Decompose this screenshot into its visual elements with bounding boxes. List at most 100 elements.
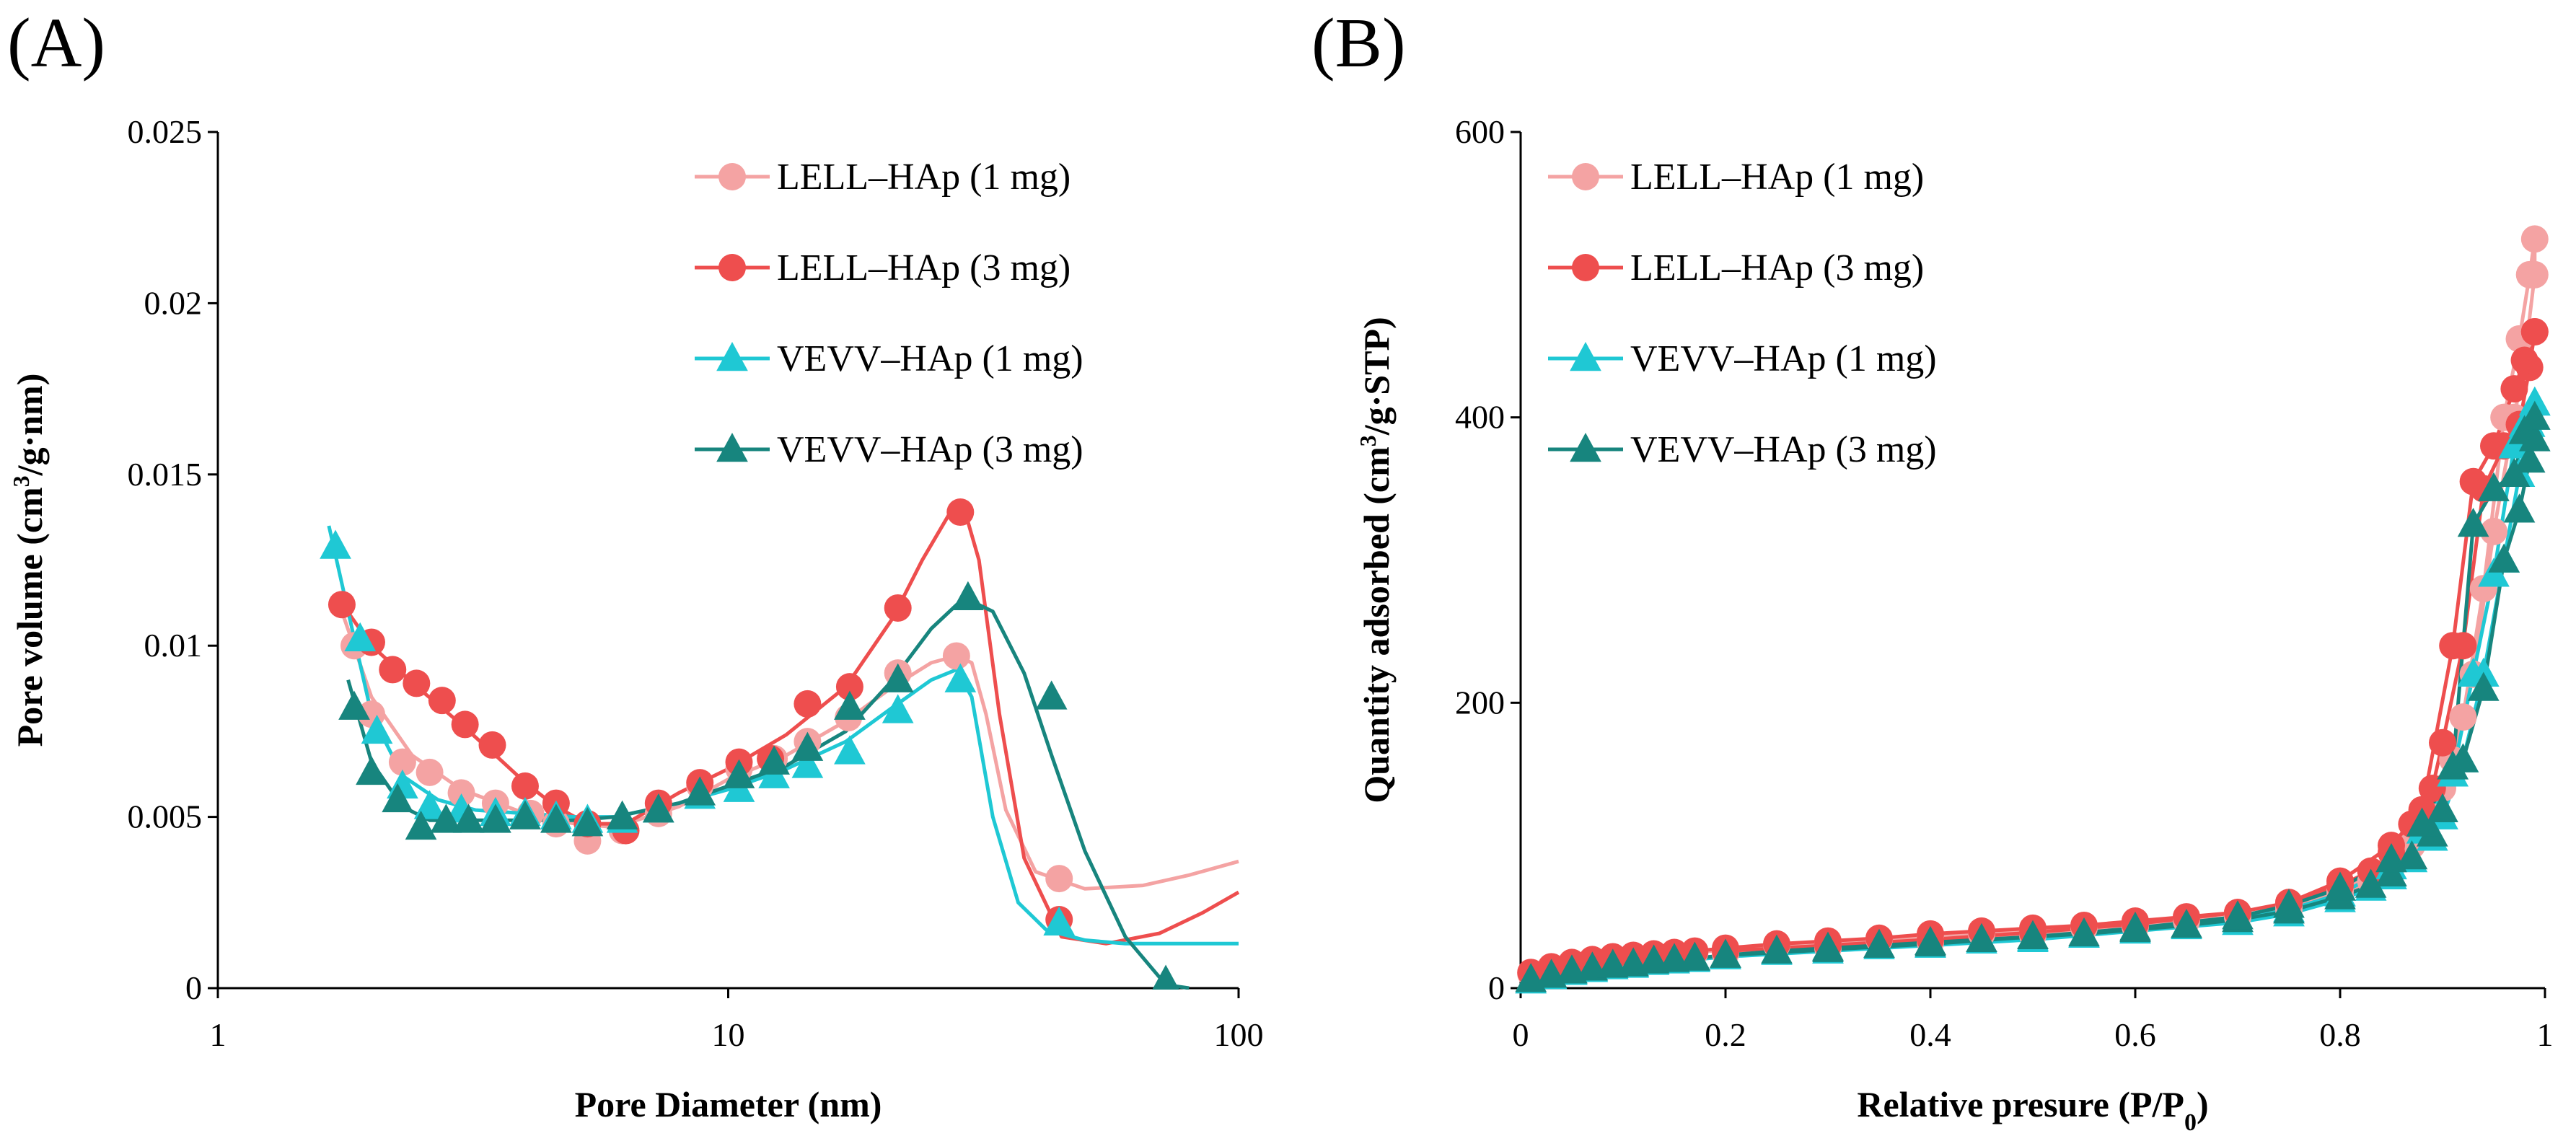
panel-a-series-2-point	[835, 673, 863, 701]
panel-a-series-3-point	[882, 694, 914, 723]
legend-label-4: VEVV–HAp (3 mg)	[777, 429, 1083, 470]
panel-a-series-3-point	[361, 714, 393, 744]
panel-a-series-2-point	[794, 690, 822, 718]
panel-a-series-4-point	[430, 803, 462, 833]
panel-a-series-2-point	[451, 710, 479, 739]
panel-b-x-tick-label: 0.8	[2319, 1016, 2361, 1053]
panel-b-series-4-point	[1658, 943, 1690, 972]
panel-a-x-tick-label: 1	[210, 1016, 227, 1053]
panel-a-series-3-point	[320, 529, 351, 559]
panel-b-series-4-point	[2457, 508, 2489, 537]
panel-a-series-1-point	[388, 748, 416, 776]
legend-label-2: LELL–HAp (3 mg)	[1630, 247, 1924, 289]
panel-b-series-4-point	[2017, 920, 2049, 950]
panel-b-series-4-point	[2406, 807, 2438, 837]
panel-a-series-3-point	[344, 622, 377, 651]
panel-b-series-4-point	[2508, 415, 2541, 444]
panel-a-series-4-point	[480, 803, 511, 833]
panel-a-series-1-point	[942, 642, 970, 670]
panel-a-series-2-point	[428, 687, 456, 715]
panel-b-series-4-point	[1915, 927, 1946, 956]
panel-a-series-2-point	[379, 656, 407, 684]
panel-b-series-4-point	[2355, 868, 2387, 898]
panel-b-x-tick-label: 0.4	[1909, 1016, 1951, 1053]
panel-b-x-tick-label: 0	[1513, 1016, 1529, 1053]
panel-a-series-4-point	[571, 807, 604, 837]
legend-label-1: LELL–HAp (1 mg)	[1630, 157, 1924, 198]
panel-b-series-4-point	[2068, 917, 2100, 947]
legend-label-4: VEVV–HAp (3 mg)	[1630, 429, 1937, 470]
legend-marker-4	[716, 433, 748, 462]
panel-a-series-2-point	[328, 591, 356, 619]
panel-a-series-3-point	[413, 790, 446, 819]
panel-a-series-1-fit-line	[340, 610, 1239, 891]
panel-a-series-1-point	[447, 779, 475, 807]
panel-b-series-4-point	[1679, 941, 1711, 971]
panel-b-series-1-point	[2520, 260, 2549, 289]
panel-b-label: (B)	[1311, 4, 1406, 82]
panel-a-series-3-point	[791, 749, 824, 778]
panel-a-series-4-point	[723, 759, 755, 788]
panel-b-y-axis-title-end: /g·STP)	[1356, 317, 1397, 436]
legend-marker-3	[1570, 342, 1601, 371]
panel-a-series-4-point	[952, 581, 984, 610]
panel-a-series-4-point	[1152, 964, 1179, 990]
panel-b-series-4-point	[2437, 750, 2469, 780]
panel-b-series-4-point	[1863, 928, 1895, 958]
panel-b-series-4-point	[2488, 543, 2520, 573]
panel-b-series-1-point	[2520, 225, 2549, 253]
panel-b-series-2-point	[2520, 317, 2549, 345]
panel-b-adsorption-isotherm: (B) 0 200 400 600 0 0.2 0.4 0.6 0.8 1 Relative pres…	[1311, 4, 2554, 1136]
panel-b-y-tick-label: 200	[1455, 684, 1505, 721]
panel-a-series-4-point	[452, 803, 485, 833]
panel-b-series-1-point	[2480, 517, 2507, 545]
panel-b-series-4-point	[2503, 493, 2536, 523]
panel-a-series-4-point	[1035, 680, 1068, 710]
panel-a-series-2-point	[946, 498, 975, 527]
legend-marker-1	[718, 163, 746, 190]
panel-b-series-2-point	[2480, 432, 2507, 460]
panel-b-series-2-point	[2429, 728, 2456, 757]
panel-a-series-4-point	[606, 800, 638, 829]
panel-b-series-4-point	[1761, 934, 1793, 964]
panel-b-series-4-point	[2119, 911, 2151, 941]
panel-a-series-1-point	[416, 758, 444, 786]
panel-a-series-3-point	[834, 735, 866, 765]
panel-b-x-axis-title-main: Relative presure (P/P	[1857, 1084, 2184, 1124]
panel-a-series-4-point	[642, 793, 674, 823]
panel-b-series-2-point	[2459, 467, 2487, 496]
panel-b-series-4-point	[2467, 672, 2500, 701]
panel-a-series-4-point	[540, 803, 572, 833]
panel-a-label: (A)	[7, 4, 105, 82]
panel-b-x-axis-title-end: )	[2197, 1084, 2209, 1124]
panel-b-y-tick-label: 400	[1455, 399, 1505, 436]
panel-b-series-4-point	[2375, 842, 2407, 873]
panel-a-x-axis-title: Pore Diameter (nm)	[575, 1084, 882, 1124]
panel-a-series-4-point	[405, 810, 437, 840]
panel-a-series-3-point	[1043, 906, 1076, 936]
panel-a-y-tick-label: 0.005	[128, 798, 203, 835]
panel-a-series-4-point	[758, 745, 790, 775]
panel-b-y-tick-label: 600	[1455, 113, 1505, 150]
panel-a-y-axis-title: Pore volume (cm3/g·nm)	[8, 374, 50, 747]
panel-b-series-4-point	[2273, 889, 2305, 918]
legend-marker-3	[716, 342, 748, 371]
panel-b-series-2-point	[2510, 346, 2538, 374]
panel-a-series-4-point	[509, 800, 541, 829]
panel-a-y-tick-label: 0.025	[128, 113, 203, 150]
panel-b-series-1-point	[2449, 703, 2477, 731]
panel-a-y-axis-title-main: Pore volume (cm	[9, 487, 50, 747]
panel-b-series-4-point	[2171, 908, 2202, 938]
panel-b-series-2-point	[2500, 375, 2528, 403]
legend-label-3: VEVV–HAp (1 mg)	[1630, 338, 1937, 379]
panel-a-y-axis-title-superscript: 3	[8, 475, 34, 487]
legend-marker-4	[1570, 433, 1601, 462]
panel-b-y-axis-title-main: Quantity adsorbed (cm	[1356, 446, 1397, 803]
panel-a-y-tick-label: 0	[185, 969, 202, 1006]
panel-b-series-2-point	[2418, 775, 2446, 803]
legend-marker-2	[718, 254, 746, 281]
panel-a-x-tick-label: 10	[712, 1016, 745, 1053]
panel-b-series-4-point	[2324, 871, 2356, 901]
panel-b-series-4-point	[2427, 793, 2458, 822]
